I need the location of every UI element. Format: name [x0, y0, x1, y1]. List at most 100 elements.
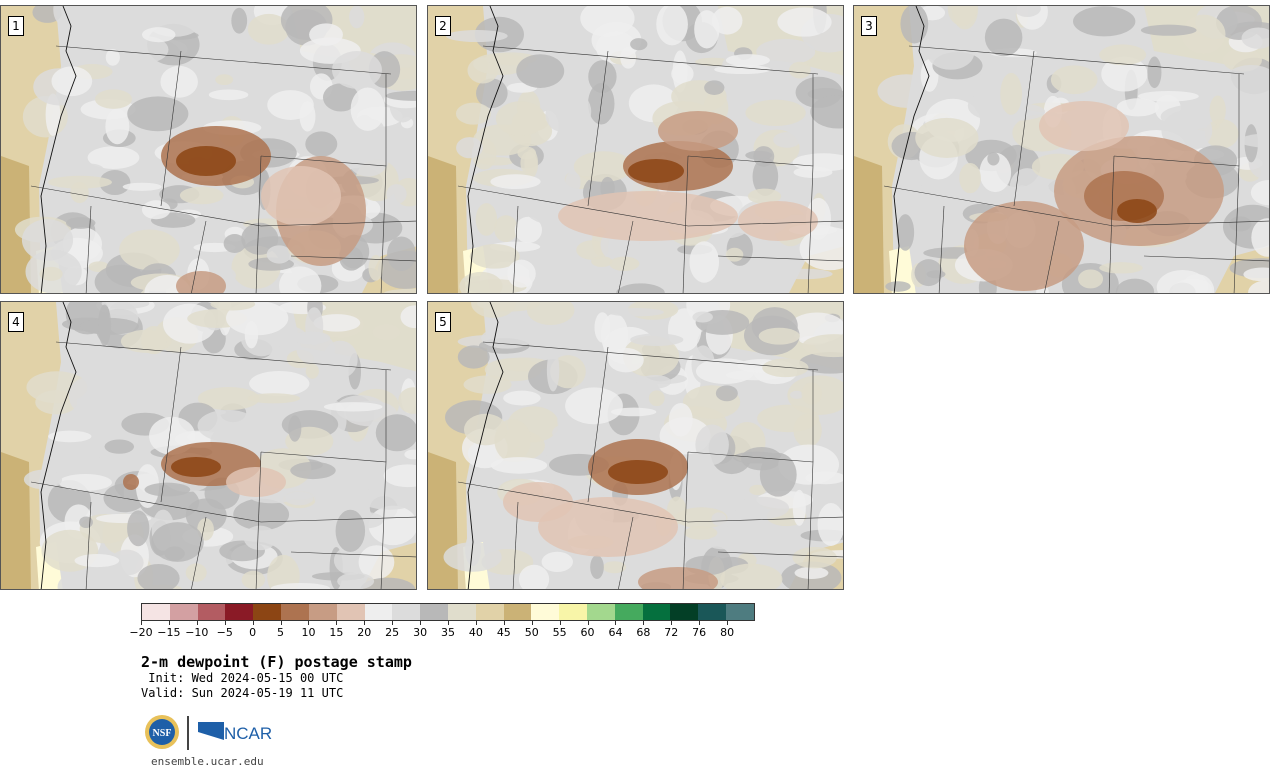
terrain-patch — [602, 266, 626, 287]
terrain-patch — [490, 457, 548, 474]
terrain-patch — [877, 74, 936, 108]
colorbar-tick-label: −10 — [185, 626, 209, 639]
colorbar-swatch — [253, 604, 282, 620]
terrain-patch — [1178, 74, 1205, 89]
terrain-patch — [518, 564, 550, 589]
colorbar-tick-mark — [252, 621, 254, 625]
state-border — [1108, 155, 1115, 293]
terrain-patch — [226, 302, 289, 336]
terrain-patch — [109, 549, 144, 576]
terrain-patch — [591, 256, 613, 267]
nsf-logo-text: NSF — [153, 728, 172, 739]
state-border — [85, 205, 92, 293]
terrain-patch — [573, 151, 634, 182]
terrain-patch — [979, 152, 1012, 193]
terrain-patch — [127, 510, 150, 547]
colorbar-tick-mark — [336, 621, 338, 625]
colorbar-tick-label: −5 — [216, 626, 233, 639]
terrain-patch — [215, 74, 234, 86]
terrain-patch — [290, 461, 336, 480]
state-border — [457, 481, 843, 523]
terrain-patch — [368, 254, 384, 281]
state-border — [85, 501, 92, 589]
colorbar-tick-mark — [503, 621, 505, 625]
terrain-patch — [68, 377, 105, 415]
state-border — [908, 45, 1245, 75]
colorbar-swatch — [364, 604, 393, 620]
terrain-patch — [368, 505, 416, 546]
map-panel-5: 5 — [427, 301, 844, 590]
colorbar-tick-label: 20 — [357, 626, 372, 639]
terrain-patch — [725, 54, 770, 67]
terrain-patch — [1209, 95, 1226, 125]
coastline — [467, 6, 504, 293]
terrain-patch — [591, 21, 642, 59]
terrain-patch — [774, 268, 833, 280]
terrain-patch — [817, 502, 843, 546]
terrain-patch — [179, 186, 224, 205]
colorbar-swatch — [503, 604, 532, 620]
colorbar-tick-mark — [420, 621, 422, 625]
dewpoint-blob — [176, 146, 236, 176]
state-border — [457, 185, 843, 227]
panel-label-5: 5 — [435, 312, 451, 332]
terrain-patch — [607, 308, 664, 317]
terrain-patch — [144, 482, 191, 497]
terrain-patch — [704, 80, 725, 95]
chart-title: 2-m dewpoint (F) postage stamp — [141, 653, 412, 671]
terrain-patch — [799, 351, 843, 374]
terrain-patch — [160, 65, 198, 98]
terrain-patch — [1137, 90, 1199, 102]
terrain-patch — [695, 57, 731, 66]
terrain-patch — [279, 266, 322, 293]
colorbar-tick-label: 0 — [249, 626, 257, 639]
colorbar-tick-mark — [196, 621, 198, 625]
state-border — [191, 516, 207, 589]
dewpoint-blob — [226, 467, 286, 497]
state-border — [255, 451, 262, 589]
website-url: ensemble.ucar.edu — [151, 755, 264, 768]
terrain-patch — [610, 407, 657, 417]
state-border — [618, 516, 634, 589]
terrain-patch — [588, 60, 617, 94]
dewpoint-blob — [638, 567, 718, 589]
map-panel-1: 1 — [0, 5, 417, 294]
terrain-patch — [358, 486, 416, 510]
terrain-patch — [546, 348, 560, 392]
dewpoint-blob — [538, 497, 678, 557]
terrain-patch — [1181, 14, 1226, 54]
colorbar-tick-label: 40 — [468, 626, 483, 639]
terrain-patch — [565, 387, 623, 425]
colorbar-swatch — [642, 604, 671, 620]
ocean-area-warm — [428, 156, 458, 293]
colorbar-tick-mark — [308, 621, 310, 625]
terrain-patch — [1156, 269, 1209, 293]
terrain-patch — [141, 200, 171, 220]
terrain-patch — [1099, 262, 1143, 274]
terrain-patch — [1101, 56, 1148, 92]
dewpoint-blob — [1117, 199, 1157, 223]
terrain-patch — [243, 525, 277, 551]
terrain-patch — [565, 171, 581, 194]
state-border — [717, 255, 843, 262]
terrain-patch — [756, 38, 816, 65]
terrain-patch — [400, 305, 416, 329]
colorbar-tick-label: 25 — [385, 626, 400, 639]
terrain-patch — [463, 375, 512, 394]
state-border — [55, 341, 392, 371]
coastline — [40, 302, 77, 589]
colorbar-tick-label: 55 — [552, 626, 567, 639]
terrain-patch — [87, 146, 140, 169]
ncar-logo-text: NCAR — [224, 724, 272, 743]
terrain-patch — [197, 387, 260, 411]
dewpoint-blob — [503, 482, 573, 522]
terrain-patch — [197, 409, 258, 442]
terrain-patch — [810, 95, 843, 129]
terrain-patch — [759, 452, 797, 497]
map-panel-2: 2 — [427, 5, 844, 294]
terrain-patch — [1099, 44, 1147, 66]
terrain-patch — [140, 326, 167, 355]
terrain-patch — [231, 7, 248, 34]
terrain-patch — [792, 546, 837, 569]
terrain-patch — [1115, 278, 1155, 293]
